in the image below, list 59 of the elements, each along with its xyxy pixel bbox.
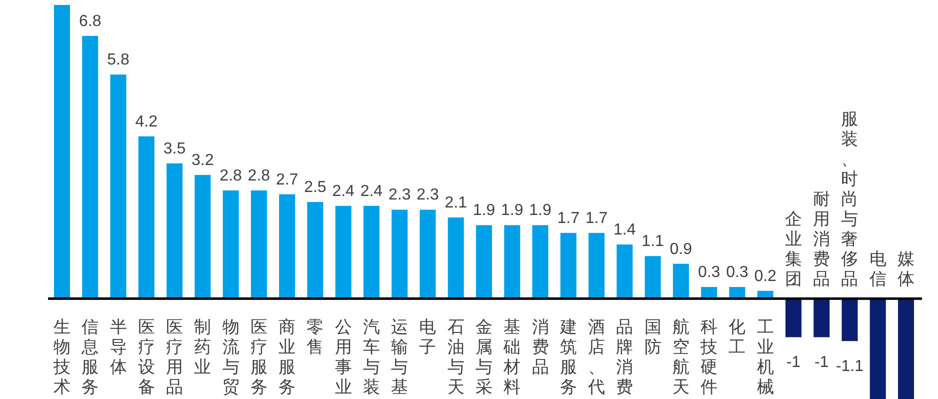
- x-tick-label: 汽车与装: [362, 318, 380, 397]
- data-label: 1.9: [472, 202, 496, 220]
- x-tick-label: 石油与天: [447, 318, 464, 397]
- x-tick-label: 公用事业: [334, 318, 352, 397]
- data-label: 1.9: [529, 202, 552, 220]
- data-label: 2.7: [276, 171, 298, 188]
- x-tick-label: 金属与采: [476, 318, 492, 397]
- data-label: 2.3: [416, 186, 439, 204]
- data-label: 0.3: [698, 264, 720, 281]
- data-label: 0.3: [726, 264, 748, 281]
- data-label: 2.1: [444, 194, 468, 212]
- x-tick-label: 工业机械: [756, 318, 774, 397]
- x-tick-label: 企业集团: [784, 210, 802, 289]
- data-label: 5.8: [107, 52, 130, 69]
- data-label: 2.5: [304, 179, 326, 196]
- x-tick-label: 零售: [306, 318, 324, 357]
- x-tick-label: 消费品: [532, 318, 549, 377]
- x-tick-label: 信息服务: [80, 318, 99, 397]
- x-tick-label: 电信: [869, 250, 886, 289]
- data-label: 1.4: [614, 221, 636, 238]
- x-tick-label: 化工: [728, 318, 746, 357]
- data-label: 3.2: [192, 152, 214, 169]
- x-tick-label: 航空航天: [672, 318, 690, 397]
- data-label: 1.7: [585, 210, 608, 227]
- x-tick-label: 半导体: [110, 318, 127, 377]
- data-label: 2.8: [248, 167, 270, 184]
- category-label: 服装、时尚与奢侈品: [841, 110, 858, 289]
- x-tick-label: 医疗服务: [250, 318, 268, 397]
- x-tick-label: 酒店、代: [587, 318, 606, 397]
- data-label: 1.9: [501, 202, 524, 220]
- x-tick-label: 运输与基: [391, 318, 408, 397]
- data-label: 2.4: [332, 182, 355, 200]
- x-tick-label: 物流与贸: [222, 318, 240, 397]
- data-label: 2.8: [220, 167, 242, 184]
- x-tick-label: 科技硬件: [700, 318, 718, 397]
- x-tick-label: 电子: [419, 318, 436, 357]
- x-tick-label: 商业服务: [278, 318, 296, 397]
- x-tick-label: 建筑服务: [558, 318, 577, 397]
- x-tick-label: 国防: [644, 318, 662, 357]
- data-label: 0.2: [754, 268, 777, 285]
- x-tick-label: 医疗设备: [138, 318, 155, 397]
- x-tick-label: 制药业: [194, 318, 212, 377]
- data-label: 2.4: [360, 182, 383, 200]
- data-label: 4.2: [135, 113, 158, 130]
- data-label: -1: [786, 354, 801, 372]
- data-label: 1.1: [642, 233, 664, 250]
- data-label: 1.7: [557, 210, 580, 227]
- data-label: -1.1: [836, 358, 864, 376]
- data-label: 6.8: [79, 12, 102, 30]
- data-label: -1: [814, 354, 829, 372]
- x-tick-label: 医疗用品: [166, 318, 184, 397]
- x-tick-label: 品牌消费: [616, 318, 634, 397]
- x-tick-label: 基础材料: [502, 318, 521, 397]
- x-tick-label: 耐用消费品: [813, 190, 830, 289]
- data-label: 3.5: [163, 140, 186, 158]
- data-label: 0.9: [670, 240, 692, 258]
- x-tick-label: 媒体: [898, 250, 914, 289]
- x-tick-label: 生物技术: [52, 318, 70, 397]
- data-label: 2.3: [388, 186, 411, 204]
